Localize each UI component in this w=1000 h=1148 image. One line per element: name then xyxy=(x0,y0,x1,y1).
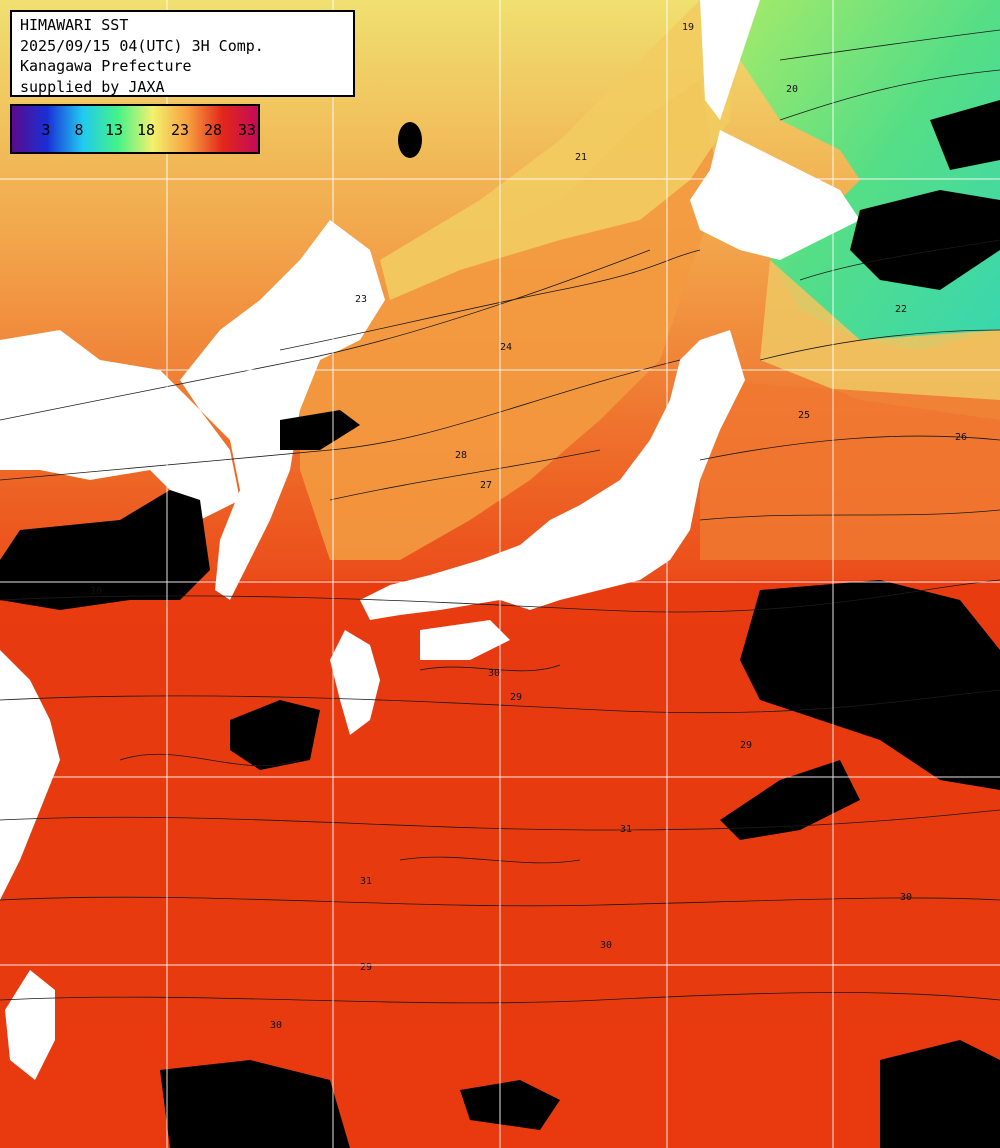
contour-line xyxy=(0,896,1000,907)
isotherm-label: 28 xyxy=(455,450,467,461)
contour-line xyxy=(119,753,301,767)
contour-line xyxy=(0,579,1000,613)
title-region: Kanagawa Prefecture xyxy=(20,57,192,75)
contour-line xyxy=(399,856,581,864)
cloud-masks xyxy=(0,100,1000,1148)
cloud-east-china-sea xyxy=(230,700,320,770)
isotherm-label: 31 xyxy=(360,876,372,887)
isotherm-label: 30 xyxy=(90,586,102,597)
legend-tick-label: 8 xyxy=(74,121,84,139)
isotherm-label: 29 xyxy=(510,692,522,703)
isotherm-label: 20 xyxy=(786,84,798,95)
isotherm-label: 26 xyxy=(955,432,967,443)
legend-tick-label: 28 xyxy=(203,121,223,139)
contour-line xyxy=(0,689,1000,714)
land-shikoku xyxy=(420,620,510,660)
contour-line xyxy=(699,435,1000,461)
cloud-southwest xyxy=(160,1060,350,1148)
land-sakhalin xyxy=(700,0,760,120)
cloud-korea-strait xyxy=(280,410,360,450)
contour-line xyxy=(0,249,651,421)
isotherm-label: 21 xyxy=(575,152,587,163)
isotherm-label: 22 xyxy=(895,304,907,315)
isotherm-label: 30 xyxy=(270,1020,282,1031)
isotherm-label: 30 xyxy=(900,892,912,903)
land-china-east xyxy=(0,650,60,900)
contour-line xyxy=(0,359,681,481)
cloud-northeast-2 xyxy=(930,100,1000,170)
cloud-southeast xyxy=(880,1040,1000,1148)
contour-line xyxy=(799,239,1000,281)
contour-line xyxy=(329,449,601,501)
legend-tick-label: 13 xyxy=(104,121,124,139)
isotherm-label: 30 xyxy=(600,940,612,951)
isotherm-label: 30 xyxy=(488,668,500,679)
legend-tick-label: 18 xyxy=(136,121,156,139)
title-box: HIMAWARI SST 2025/09/15 04(UTC) 3H Comp.… xyxy=(10,10,355,97)
land-korea xyxy=(180,220,385,600)
legend-tick-label: 33 xyxy=(237,121,257,139)
land-hokkaido xyxy=(690,130,860,260)
legend-tick-label: 23 xyxy=(170,121,190,139)
cloud-northeast-1 xyxy=(850,190,1000,290)
cloud-yellow-sea xyxy=(0,490,210,610)
isotherm-contours xyxy=(0,29,1000,1004)
land-honshu xyxy=(360,330,745,620)
cloud-pacific-1 xyxy=(740,580,1000,790)
sea-of-japan-north xyxy=(380,0,740,300)
cool-transition xyxy=(760,260,1000,420)
isotherm-label: 29 xyxy=(360,962,372,973)
land-china-north xyxy=(0,330,240,520)
isotherm-label: 27 xyxy=(480,480,492,491)
contour-line xyxy=(699,509,1000,521)
contour-line xyxy=(279,249,701,351)
land-taiwan xyxy=(5,970,55,1080)
legend-tick-label: 3 xyxy=(41,121,51,139)
isotherm-label: 24 xyxy=(500,342,512,353)
land-oki xyxy=(398,122,422,158)
contour-line xyxy=(779,29,1000,61)
isotherm-label: 25 xyxy=(798,410,810,421)
contour-line xyxy=(779,69,1000,121)
isotherm-label: 29 xyxy=(740,740,752,751)
contour-line xyxy=(759,329,1000,361)
title-source: supplied by JAXA xyxy=(20,77,165,96)
isotherm-label: 23 xyxy=(355,294,367,305)
isotherm-labels: 19 20 21 22 23 24 25 26 27 28 29 30 31 31 30 29 30 30 29 30 xyxy=(90,22,967,1031)
isotherm-label: 19 xyxy=(682,22,694,33)
cloud-south xyxy=(460,1080,560,1130)
title-timestamp: 2025/09/15 04(UTC) 3H Comp. xyxy=(20,36,264,55)
isotherm-label: 31 xyxy=(620,824,632,835)
contour-line xyxy=(419,664,561,672)
title-product: HIMAWARI SST xyxy=(20,16,129,34)
contour-line xyxy=(0,992,1000,1004)
cloud-pacific-2 xyxy=(720,760,860,840)
pacific-mid xyxy=(700,380,1000,560)
land-kyushu xyxy=(330,630,380,735)
color-legend: 3 8 13 18 23 28 33 xyxy=(10,104,260,154)
contour-line xyxy=(0,809,1000,831)
